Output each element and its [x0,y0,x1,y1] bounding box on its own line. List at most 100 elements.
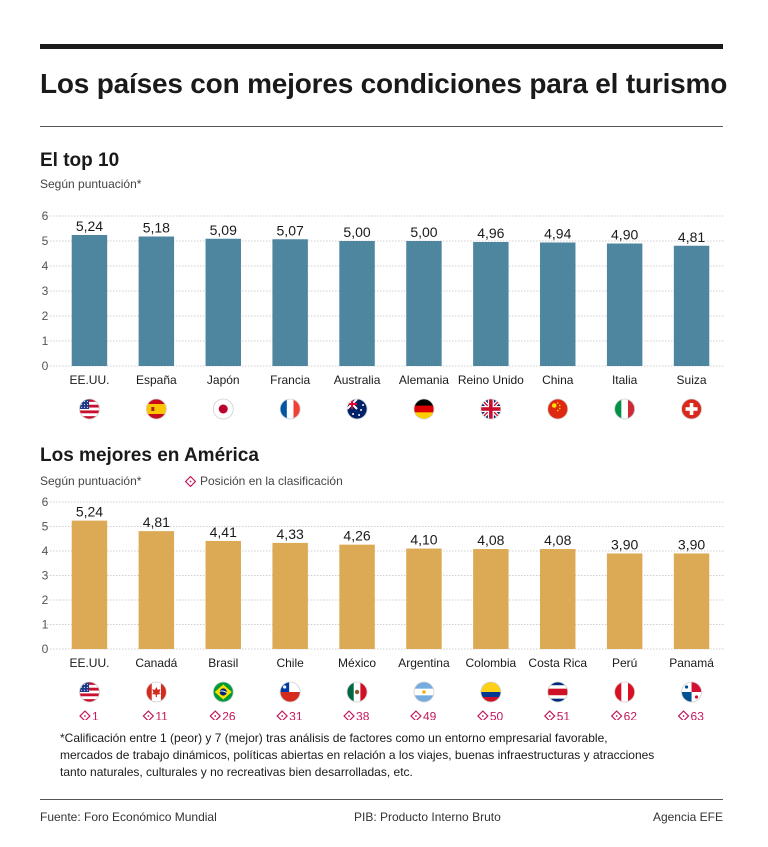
bar [473,549,509,649]
value-label: 3,90 [678,536,705,552]
rank-label: 11 [155,710,168,721]
japan-flag-icon [212,398,234,420]
brazil-flag-icon [212,681,234,703]
italy-flag-icon [614,398,636,420]
value-label: 5,24 [76,504,103,520]
rank-legend: Posición en la clasificación [185,474,343,488]
bar [673,245,710,366]
bar [205,540,241,649]
category-label: China [542,373,574,387]
value-label: 5,18 [143,220,170,236]
category-label: Panamá [669,656,714,670]
category-label: EE.UU. [69,656,109,670]
chart1-title: El top 10 [40,150,120,171]
rank-label: 26 [222,710,236,721]
rank-label: 50 [490,710,504,721]
value-label: 5,00 [410,224,437,240]
rank-diamond-icon [677,710,690,720]
category-label: Perú [612,656,637,670]
spain-flag-icon [145,398,167,420]
rank-label: 31 [289,710,303,721]
rank-diamond-icon [610,710,623,720]
rank-diamond-icon [185,475,196,487]
bar [540,242,576,366]
us-flag-icon [79,398,100,420]
value-label: 4,81 [143,514,170,530]
value-label: 4,81 [678,229,705,245]
bar [272,542,308,649]
value-label: 5,09 [210,222,237,238]
chart2-subtitle: Según puntuación* [40,474,142,488]
mexico-flag-icon [346,681,368,703]
value-label: 4,90 [611,227,638,243]
rank-badge: 38 [343,710,370,720]
category-label: México [338,656,376,670]
footnote: *Calificación entre 1 (peor) y 7 (mejor)… [60,731,655,779]
rank-badge: 50 [477,710,504,721]
agency-credit: Agencia EFE [652,810,723,824]
rank-badge: 11 [142,710,168,721]
y-tick-label: 1 [42,334,49,348]
rank-diamond-icon [209,710,222,720]
source-note: Fuente: Foro Económico Mundial [40,810,217,824]
category-label: Brasil [208,656,238,670]
rank-badge: 49 [410,710,437,720]
rank-diamond-icon [276,710,288,720]
category-label: Alemania [399,373,449,387]
category-label: Chile [276,656,304,670]
value-label: 4,26 [343,528,370,544]
y-tick-label: 3 [42,569,49,583]
category-label: Costa Rica [528,656,587,670]
canada-flag-icon [145,681,167,703]
y-tick-label: 3 [42,284,49,298]
category-label: EE.UU. [69,373,109,387]
category-label: Reino Unido [458,373,524,387]
value-label: 4,08 [477,532,504,548]
category-label: Canadá [135,656,177,670]
panama-flag-icon [681,681,702,703]
rank-label: 51 [557,710,571,721]
y-tick-label: 4 [42,544,49,558]
chart1-subtitle: Según puntuación* [40,177,142,191]
value-label: 4,41 [210,524,237,540]
rank-label: 63 [691,710,705,721]
category-label: España [136,373,177,387]
rank-badge: 26 [209,710,236,721]
bar [138,236,175,366]
value-label: 4,94 [544,226,571,242]
australia-flag-icon [346,398,368,420]
category-label: Italia [612,373,638,387]
rank-diamond-icon [79,710,91,720]
bar [339,544,375,649]
costa-rica-flag-icon [547,681,569,703]
value-label: 5,00 [343,224,370,240]
rank-label: 1 [92,710,99,721]
y-tick-label: 2 [42,309,49,323]
bar [406,241,442,366]
rank-diamond-icon [142,710,155,720]
value-label: 4,96 [477,225,504,241]
rank-badge: 63 [677,710,705,721]
switzerland-flag-icon [681,398,702,420]
y-tick-label: 4 [42,259,49,273]
rank-badge: 51 [543,710,571,721]
bar [71,235,108,366]
uk-flag-icon [480,398,502,420]
y-tick-label: 6 [42,209,49,223]
y-tick-label: 0 [42,642,49,656]
france-flag-icon [279,398,301,420]
bar [272,239,308,366]
argentina-flag-icon [413,681,435,703]
y-tick-label: 5 [42,520,49,534]
value-label: 4,10 [410,532,437,548]
value-label: 3,90 [611,536,638,552]
value-label: 4,33 [277,526,304,542]
colombia-flag-icon [480,681,502,703]
rank-diamond-icon [477,710,489,720]
rank-diamond-icon [343,710,355,720]
chart1-bar-chart: 0 1 2 3 4 5 6 5,24 EE.UU. 5,18 España 5,09 Japón 5,07… [42,209,725,420]
rank-badge: 31 [276,710,303,721]
peru-flag-icon [614,681,636,703]
bar [540,549,576,649]
rank-diamond-icon [543,710,556,720]
